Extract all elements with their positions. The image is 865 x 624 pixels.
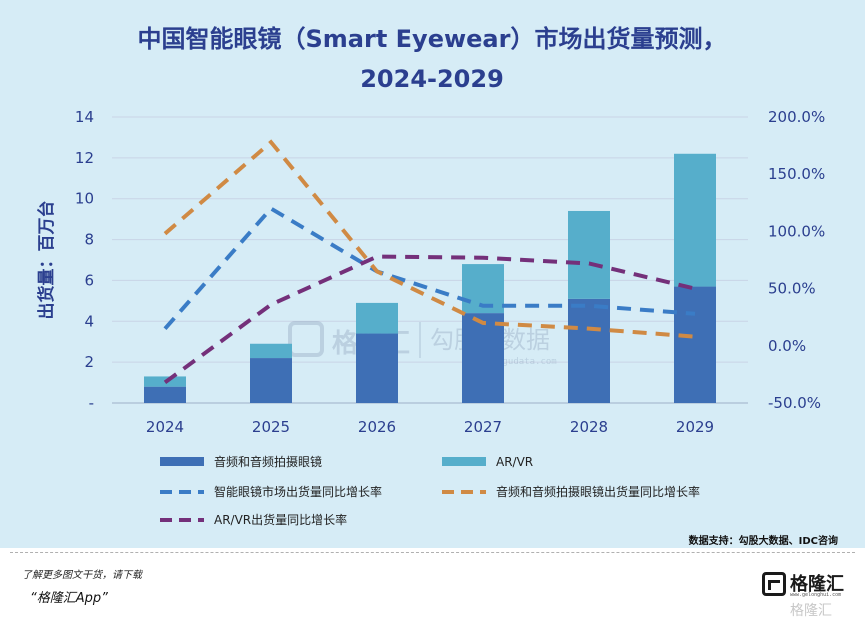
bar-segment-arvr <box>356 302 398 334</box>
logo-ghost-text: 格隆汇 <box>790 603 832 619</box>
right-tick-label: -50.0% <box>768 394 821 412</box>
growth-line-1 <box>163 205 696 330</box>
bar-segment-audio <box>144 386 186 403</box>
legend-label: 音频和音频拍摄眼镜 <box>214 454 322 469</box>
right-tick-label: 150.0% <box>768 165 825 183</box>
legend-label: 智能眼镜市场出货量同比增长率 <box>214 484 382 499</box>
logo-mark-icon <box>762 572 786 596</box>
footer-note: 了解更多图文干货，请下载 <box>22 570 142 581</box>
x-tick-label: 2026 <box>358 418 396 436</box>
growth-line-3 <box>163 254 696 385</box>
bar-segment-audio <box>356 333 398 403</box>
bar-segment-arvr <box>674 153 716 287</box>
grid-layer <box>112 116 748 404</box>
bar-segment-audio <box>568 298 610 403</box>
legend-swatch <box>442 457 486 466</box>
growth-line-2 <box>163 139 696 339</box>
bar-segment-arvr <box>568 210 610 299</box>
x-tick-label: 2028 <box>570 418 608 436</box>
x-tick-label: 2027 <box>464 418 502 436</box>
left-tick-label: 6 <box>84 271 94 289</box>
left-tick-label: 10 <box>75 190 94 208</box>
logo-text: 格隆汇 <box>790 574 844 595</box>
watermark-logo-icon <box>288 321 324 357</box>
watermark: 格隆汇 勾股大数据 www.gogudata.com <box>288 321 557 367</box>
x-tick-label: 2024 <box>146 418 184 436</box>
left-tick-label: 4 <box>84 312 94 330</box>
bar-segment-audio <box>462 313 504 403</box>
bar-segment-audio <box>674 286 716 403</box>
x-axis-ticks: 2024 2025 2026 2027 2028 2029 <box>146 418 714 436</box>
bars-layer <box>144 153 716 403</box>
legend-label: AR/VR <box>496 455 533 469</box>
bar-segment-arvr <box>250 343 292 359</box>
footer-logo: 格隆汇 www.gelonghui.com 格隆汇 <box>762 568 854 619</box>
legend-label: 音频和音频拍摄眼镜出货量同比增长率 <box>496 484 700 499</box>
legend-swatch <box>160 457 204 466</box>
left-tick-label: - <box>89 394 94 412</box>
bar-segment-audio <box>250 358 292 403</box>
footer-app-name: “格隆汇App” <box>30 591 108 606</box>
watermark-url: www.gogudata.com <box>470 357 557 367</box>
chart-title-line1: 中国智能眼镜（Smart Eyewear）市场出货量预测， <box>138 25 727 53</box>
y-axis-label: 出货量：百万台 <box>36 201 57 320</box>
left-tick-label: 8 <box>84 231 94 249</box>
source-note: 数据支持：勾股大数据、IDC咨询 <box>689 534 838 547</box>
left-axis-ticks: 14 12 10 8 6 4 2 - <box>75 108 94 412</box>
legend: 音频和音频拍摄眼镜 AR/VR 智能眼镜市场出货量同比增长率 音频和音频拍摄眼镜出货量… <box>160 454 700 527</box>
lines-layer <box>163 139 696 385</box>
logo-url: www.gelonghui.com <box>790 592 842 598</box>
right-axis-ticks: 200.0% 150.0% 100.0% 50.0% 0.0% -50.0% <box>768 108 825 412</box>
right-tick-label: 100.0% <box>768 222 825 240</box>
legend-label: AR/VR出货量同比增长率 <box>214 512 347 527</box>
left-tick-label: 2 <box>84 353 94 371</box>
x-tick-label: 2029 <box>676 418 714 436</box>
chart-svg: 中国智能眼镜（Smart Eyewear）市场出货量预测， 2024-2029 … <box>36 25 838 547</box>
left-tick-label: 14 <box>75 108 94 126</box>
right-tick-label: 200.0% <box>768 108 825 126</box>
right-tick-label: 50.0% <box>768 280 816 298</box>
right-tick-label: 0.0% <box>768 337 806 355</box>
footer-divider <box>10 552 855 553</box>
chart-title-line2: 2024-2029 <box>360 65 504 93</box>
chart-card: 中国智能眼镜（Smart Eyewear）市场出货量预测， 2024-2029 … <box>0 0 865 548</box>
left-tick-label: 12 <box>75 149 94 167</box>
x-tick-label: 2025 <box>252 418 290 436</box>
